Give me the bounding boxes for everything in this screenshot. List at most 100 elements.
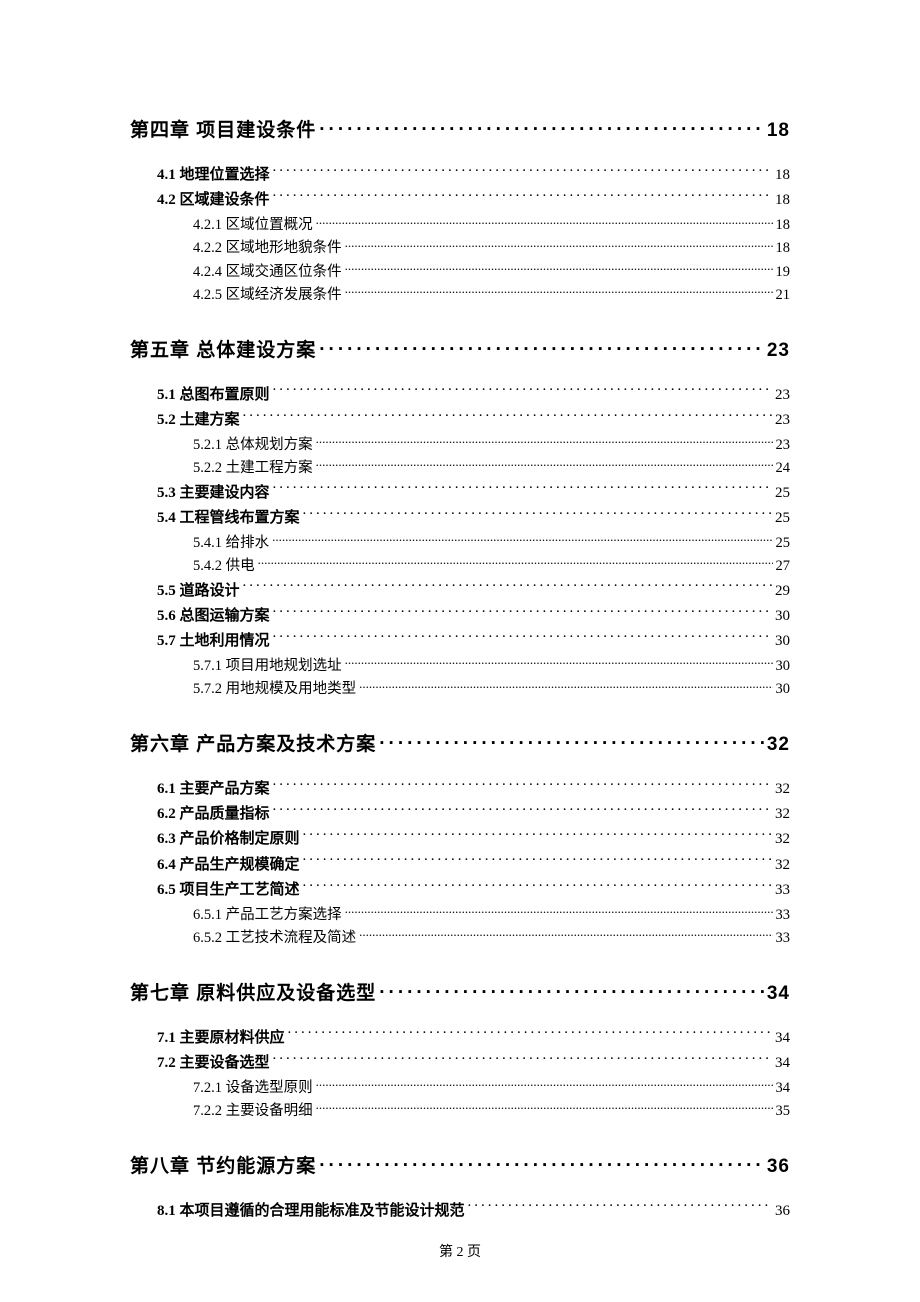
toc-leader [345, 238, 773, 253]
toc-entry: 5.2 土建方案23 [157, 409, 790, 432]
toc-title: 7.2 主要设备选型 [157, 1052, 270, 1075]
toc-entry: 5.7 土地利用情况30 [157, 630, 790, 653]
toc-entry: 第七章 原料供应及设备选型 34 [130, 978, 790, 1005]
toc-title: 6.5.1 产品工艺方案选择 [193, 905, 342, 927]
toc-leader [345, 904, 773, 919]
toc-leader [273, 1052, 772, 1067]
toc-page-number: 32 [775, 828, 790, 851]
toc-page-number: 33 [775, 879, 790, 902]
toc-entry: 4.2.5 区域经济发展条件21 [193, 284, 790, 306]
toc-leader [319, 1153, 764, 1172]
toc-page-number: 18 [776, 215, 791, 237]
toc-title: 第八章 节约能源方案 [130, 1151, 316, 1178]
toc-page-number: 32 [775, 803, 790, 826]
toc-title: 4.2.1 区域位置概况 [193, 215, 313, 237]
toc-page-number: 33 [776, 905, 791, 927]
toc-page-number: 25 [775, 482, 790, 505]
toc-entry: 5.5 道路设计 29 [157, 580, 790, 603]
toc-leader [316, 215, 773, 230]
toc-leader [345, 284, 773, 299]
toc-leader [379, 731, 764, 750]
toc-page-number: 29 [775, 580, 790, 603]
toc-title: 第七章 原料供应及设备选型 [130, 978, 376, 1005]
toc-entry: 6.3 产品价格制定原则 32 [157, 828, 790, 851]
toc-entry: 6.4 产品生产规模确定32 [157, 854, 790, 877]
toc-entry: 4.2.2 区域地形地貌条件18 [193, 238, 790, 260]
toc-leader [273, 630, 772, 645]
toc-entry: 5.1 总图布置原则23 [157, 384, 790, 407]
toc-leader [319, 337, 764, 356]
toc-title: 7.2.2 主要设备明细 [193, 1101, 313, 1123]
toc-entry: 6.2 产品质量指标 32 [157, 803, 790, 826]
toc-title: 5.2.2 土建工程方案 [193, 458, 313, 480]
toc-leader [316, 457, 773, 472]
toc-title: 5.7.2 用地规模及用地类型 [193, 679, 356, 701]
toc-leader [288, 1027, 772, 1042]
toc-entry: 5.7.1 项目用地规划选址30 [193, 655, 790, 677]
toc-leader [359, 679, 772, 694]
toc-title: 第六章 产品方案及技术方案 [130, 729, 376, 756]
toc-page-number: 30 [776, 656, 791, 678]
toc-page-number: 34 [767, 983, 790, 1005]
toc-entry: 7.2.2 主要设备明细35 [193, 1100, 790, 1122]
toc-leader [303, 507, 772, 522]
toc-leader [316, 434, 773, 449]
toc-title: 5.6 总图运输方案 [157, 605, 270, 628]
toc-entry: 7.1 主要原材料供应34 [157, 1027, 790, 1050]
toc-page-number: 18 [775, 189, 790, 212]
toc-page-number: 19 [776, 262, 791, 284]
toc-leader [273, 384, 772, 399]
toc-leader [316, 1100, 773, 1115]
toc-entry: 4.2.1 区域位置概况 18 [193, 215, 790, 237]
toc-leader [303, 879, 772, 894]
toc-entry: 5.6 总图运输方案 30 [157, 605, 790, 628]
toc-leader [243, 580, 772, 595]
toc-entry: 5.2.2 土建工程方案24 [193, 457, 790, 479]
toc-entry: 5.4 工程管线布置方案25 [157, 507, 790, 530]
toc-entry: 7.2.1 设备选型原则34 [193, 1077, 790, 1099]
toc-title: 5.4.2 供电 [193, 556, 255, 578]
toc-entry: 第八章 节约能源方案 36 [130, 1151, 790, 1178]
toc-page: 第四章 项目建设条件184.1 地理位置选择184.2 区域建设条件184.2.… [0, 0, 920, 1301]
toc-page-number: 18 [776, 238, 791, 260]
toc-page-number: 32 [775, 778, 790, 801]
toc-title: 7.2.1 设备选型原则 [193, 1078, 313, 1100]
toc-title: 4.2 区域建设条件 [157, 189, 270, 212]
toc-title: 4.2.5 区域经济发展条件 [193, 285, 342, 307]
toc-entry: 6.5 项目生产工艺简述 33 [157, 879, 790, 902]
toc-entry: 6.5.1 产品工艺方案选择 33 [193, 904, 790, 926]
toc-title: 6.2 产品质量指标 [157, 803, 270, 826]
toc-leader [272, 532, 772, 547]
toc-page-number: 34 [775, 1052, 790, 1075]
toc-title: 7.1 主要原材料供应 [157, 1027, 285, 1050]
toc-leader [273, 778, 772, 793]
toc-entry: 6.5.2 工艺技术流程及简述33 [193, 927, 790, 949]
toc-leader [359, 927, 772, 942]
toc-entry: 5.7.2 用地规模及用地类型30 [193, 679, 790, 701]
toc-title: 5.1 总图布置原则 [157, 384, 270, 407]
toc-page-number: 18 [775, 164, 790, 187]
toc-leader [273, 482, 772, 497]
toc-page-number: 18 [767, 120, 790, 142]
toc-page-number: 23 [775, 409, 790, 432]
toc-title: 5.5 道路设计 [157, 580, 240, 603]
toc-page-number: 23 [776, 435, 791, 457]
toc-title: 6.1 主要产品方案 [157, 778, 270, 801]
toc-entry: 7.2 主要设备选型 34 [157, 1052, 790, 1075]
toc-page-number: 36 [767, 1156, 790, 1178]
toc-leader [273, 189, 772, 204]
toc-page-number: 25 [775, 507, 790, 530]
toc-title: 6.5 项目生产工艺简述 [157, 879, 300, 902]
toc-entry: 5.2.1 总体规划方案23 [193, 434, 790, 456]
toc-leader [273, 605, 772, 620]
toc-title: 6.3 产品价格制定原则 [157, 828, 300, 851]
toc-entry: 5.4.2 供电27 [193, 555, 790, 577]
toc-leader [303, 828, 772, 843]
toc-entry: 第四章 项目建设条件18 [130, 115, 790, 142]
toc-page-number: 30 [775, 605, 790, 628]
toc-entry: 4.1 地理位置选择18 [157, 164, 790, 187]
toc-leader [319, 117, 764, 136]
toc-entry: 第六章 产品方案及技术方案32 [130, 729, 790, 756]
page-footer: 第 2 页 [130, 1241, 790, 1261]
toc-leader [345, 261, 773, 276]
